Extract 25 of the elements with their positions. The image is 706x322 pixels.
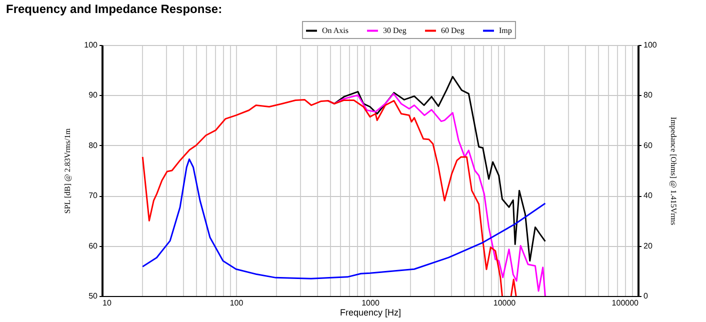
x-axis-title: Frequency [Hz] [340, 308, 402, 318]
legend-label: Imp [499, 26, 512, 35]
y2-tick-label: 0 [644, 292, 648, 300]
y2-tick-label: 100 [644, 40, 658, 50]
legend-label: 30 Deg [383, 26, 406, 35]
x-tick-label: 1000 [362, 298, 380, 308]
x-tick-label: 100 [230, 298, 244, 308]
y-tick-label: 70 [88, 191, 98, 200]
legend-label: On Axis [322, 26, 348, 35]
y2-tick-label: 20 [644, 241, 653, 250]
y-tick-label: 80 [88, 140, 98, 150]
y-tick-label: 50 [88, 292, 98, 300]
y2-tick-label: 40 [644, 191, 653, 200]
y-tick-label: 100 [84, 40, 98, 50]
y2-tick-label: 60 [644, 140, 653, 150]
y2-tick-label: 80 [644, 90, 653, 100]
y-axis-title: SPL [dB] @ 2.83Vrms/1m [63, 128, 72, 214]
x-tick-label: 10 [102, 298, 112, 308]
y-tick-label: 60 [88, 241, 98, 250]
x-tick-label: 10000 [493, 298, 516, 308]
y2-axis-title: Impedance [Ohms] @ 1.415Vrms [668, 116, 678, 226]
x-tick-label: 100000 [612, 298, 640, 308]
y-tick-label: 90 [88, 90, 98, 100]
chart-title: Frequency and Impedance Response: [6, 2, 222, 16]
legend-label: 60 Deg [441, 26, 464, 35]
